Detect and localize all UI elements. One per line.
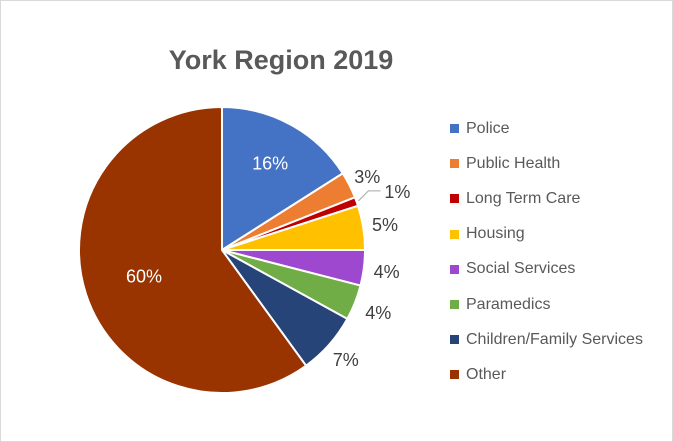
legend-swatch <box>450 194 459 204</box>
legend-swatch <box>450 124 459 134</box>
data-label: 5% <box>372 215 398 235</box>
data-label: 3% <box>354 167 380 187</box>
legend-swatch <box>450 370 459 380</box>
legend-item: Long Term Care <box>450 181 643 216</box>
legend-label: Public Health <box>466 154 561 172</box>
legend-label: Paramedics <box>466 295 551 313</box>
pie-slice-other <box>78 105 308 394</box>
legend-swatch <box>450 264 459 274</box>
data-label: 16% <box>252 153 288 173</box>
data-label: 4% <box>374 262 400 282</box>
legend-item: Paramedics <box>450 287 643 322</box>
data-label: 7% <box>333 350 359 370</box>
legend-label: Social Services <box>466 260 576 278</box>
legend-item: Social Services <box>450 252 643 287</box>
legend-label: Police <box>466 119 510 137</box>
leader-line <box>358 190 381 202</box>
legend-swatch <box>450 300 459 310</box>
legend-swatch <box>450 159 459 169</box>
legend-swatch <box>450 335 459 345</box>
pie-slice-police <box>221 105 345 252</box>
data-label: 60% <box>126 266 162 286</box>
data-label: 1% <box>384 182 410 202</box>
legend: Police Public Health Long Term Care Housing… <box>450 111 643 393</box>
legend-label: Other <box>466 365 507 383</box>
legend-swatch <box>450 229 459 239</box>
data-label: 4% <box>365 303 391 323</box>
legend-label: Children/Family Services <box>466 330 643 348</box>
chart-title: York Region 2019 <box>168 45 394 75</box>
legend-label: Housing <box>466 225 525 243</box>
legend-item: Other <box>450 357 643 392</box>
legend-item: Police <box>450 111 643 146</box>
legend-item: Housing <box>450 217 643 252</box>
legend-item: Public Health <box>450 146 643 181</box>
legend-item: Children/Family Services <box>450 322 643 357</box>
legend-label: Long Term Care <box>466 189 581 207</box>
